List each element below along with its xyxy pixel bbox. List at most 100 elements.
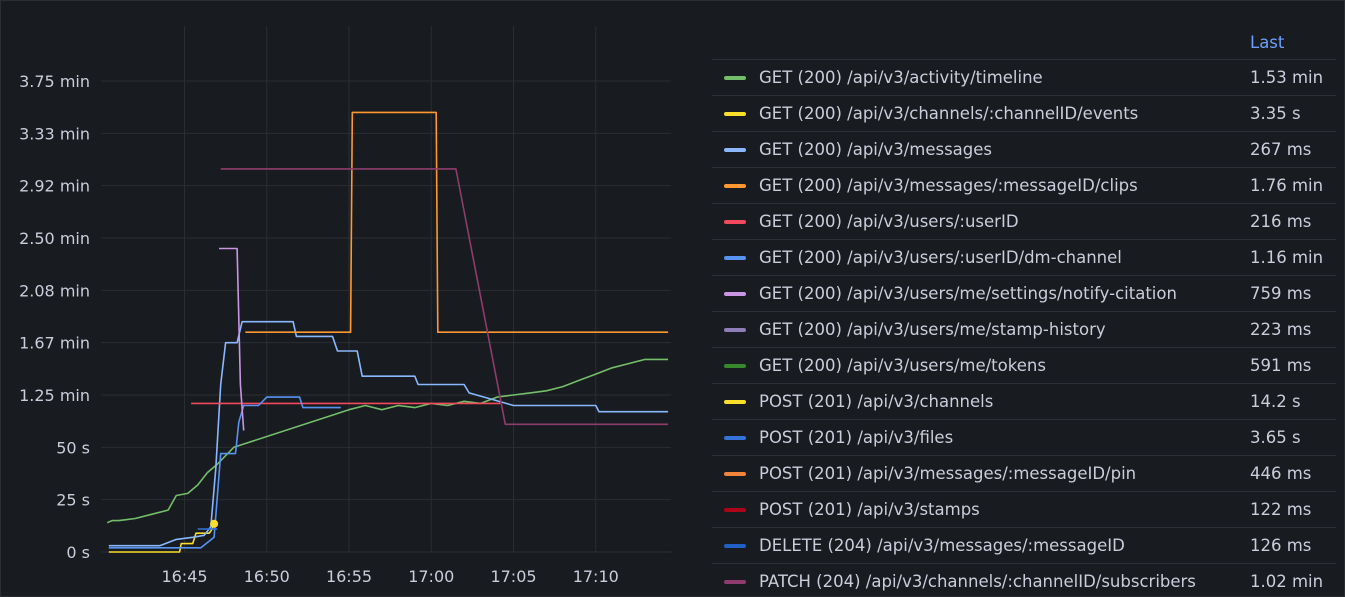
y-tick-label: 3.75 min	[19, 72, 90, 91]
series-line	[220, 168, 669, 426]
legend-series-cell: GET (200) /api/v3/users/me/tokens	[712, 347, 1236, 384]
legend-series-cell: GET (200) /api/v3/messages	[712, 131, 1236, 168]
legend-row[interactable]: POST (201) /api/v3/messages/:messageID/p…	[712, 455, 1336, 492]
legend-row[interactable]: POST (201) /api/v3/files 3.65 s	[712, 419, 1336, 456]
legend-last-value: 122 ms	[1236, 491, 1336, 528]
legend-row[interactable]: GET (200) /api/v3/messages/:messageID/cl…	[712, 167, 1336, 204]
series-point	[210, 519, 219, 528]
series-line	[245, 111, 669, 333]
legend-row[interactable]: PATCH (204) /api/v3/channels/:channelID/…	[712, 563, 1336, 596]
series-line	[108, 396, 341, 549]
legend-last-value: 14.2 s	[1236, 383, 1336, 420]
legend-swatch	[724, 363, 746, 368]
series-line	[106, 358, 669, 524]
legend-series-cell: POST (201) /api/v3/stamps	[712, 491, 1236, 528]
legend-series-cell: GET (200) /api/v3/users/:userID/dm-chann…	[712, 239, 1236, 276]
legend-swatch	[724, 327, 746, 332]
legend-last-value: 1.02 min	[1236, 563, 1336, 596]
legend-swatch	[724, 111, 746, 116]
y-tick-label: 2.50 min	[19, 229, 90, 248]
legend-swatch	[724, 579, 746, 584]
legend-swatch	[724, 255, 746, 260]
legend-row[interactable]: GET (200) /api/v3/users/me/tokens 591 ms	[712, 347, 1336, 384]
x-tick-label: 16:45	[161, 567, 207, 586]
legend-series-cell: POST (201) /api/v3/files	[712, 419, 1236, 456]
x-tick-label: 17:00	[408, 567, 454, 586]
legend-last-value: 216 ms	[1236, 203, 1336, 240]
legend-series-name: POST (201) /api/v3/files	[759, 428, 954, 447]
legend-series-name: GET (200) /api/v3/users/me/tokens	[759, 356, 1046, 375]
legend-series-cell: GET (200) /api/v3/messages/:messageID/cl…	[712, 167, 1236, 204]
legend-series-cell: DELETE (204) /api/v3/messages/:messageID	[712, 527, 1236, 564]
legend-swatch	[724, 399, 746, 404]
legend-row[interactable]: POST (201) /api/v3/channels 14.2 s	[712, 383, 1336, 420]
legend-series-cell: POST (201) /api/v3/channels	[712, 383, 1236, 420]
y-tick-label: 2.92 min	[19, 177, 90, 196]
series-line	[108, 524, 215, 553]
chart[interactable]: 0 s 25 s 50 s 1.25 min 1.67 min 2.08 min 2.50 …	[1, 1, 701, 597]
legend-row[interactable]: GET (200) /api/v3/channels/:channelID/ev…	[712, 95, 1336, 132]
legend-series-cell: GET (200) /api/v3/users/me/stamp-history	[712, 311, 1236, 348]
y-tick-label: 1.25 min	[19, 386, 90, 405]
legend-swatch	[724, 435, 746, 440]
legend-header-row: Last	[712, 25, 1336, 60]
legend-swatch	[724, 543, 746, 548]
legend-series-name: POST (201) /api/v3/stamps	[759, 500, 980, 519]
y-tick-label: 50 s	[56, 438, 90, 457]
legend-swatch	[724, 147, 746, 152]
legend-swatch	[724, 219, 746, 224]
y-tick-label: 0 s	[66, 543, 90, 562]
legend-swatch	[724, 75, 746, 80]
legend-row[interactable]: GET (200) /api/v3/users/:userID 216 ms	[712, 203, 1336, 240]
series-line	[219, 247, 245, 431]
legend-last-value: 759 ms	[1236, 275, 1336, 312]
legend-series-cell: GET (200) /api/v3/channels/:channelID/ev…	[712, 95, 1236, 132]
legend-row[interactable]: GET (200) /api/v3/messages 267 ms	[712, 131, 1336, 168]
legend-last-value: 267 ms	[1236, 131, 1336, 168]
legend-swatch	[724, 471, 746, 476]
legend-swatch	[724, 507, 746, 512]
legend-series-name: GET (200) /api/v3/channels/:channelID/ev…	[759, 104, 1139, 123]
legend-row[interactable]: GET (200) /api/v3/users/me/stamp-history…	[712, 311, 1336, 348]
legend-last-header[interactable]: Last	[1250, 32, 1285, 52]
legend-series-name: GET (200) /api/v3/messages/:messageID/cl…	[759, 176, 1138, 195]
x-tick-label: 16:50	[244, 567, 290, 586]
legend-last-value: 3.65 s	[1236, 419, 1336, 456]
legend-row[interactable]: GET (200) /api/v3/users/:userID/dm-chann…	[712, 239, 1336, 276]
legend-series-name: PATCH (204) /api/v3/channels/:channelID/…	[759, 572, 1196, 591]
x-tick-label: 16:55	[326, 567, 372, 586]
legend-series-cell: GET (200) /api/v3/users/:userID	[712, 203, 1236, 240]
legend-swatch	[724, 183, 746, 188]
legend-row[interactable]: GET (200) /api/v3/activity/timeline 1.53 …	[712, 59, 1336, 96]
legend-series-name: GET (200) /api/v3/users/:userID	[759, 212, 1019, 231]
legend-series-cell: POST (201) /api/v3/messages/:messageID/p…	[712, 455, 1236, 492]
legend-series-name: DELETE (204) /api/v3/messages/:messageID	[759, 536, 1125, 555]
legend-body: GET (200) /api/v3/activity/timeline 1.53 …	[712, 59, 1336, 596]
y-tick-label: 1.67 min	[19, 334, 90, 353]
x-tick-label: 17:05	[490, 567, 536, 586]
legend-series-name: POST (201) /api/v3/channels	[759, 392, 994, 411]
legend-last-value: 3.35 s	[1236, 95, 1336, 132]
legend-row[interactable]: DELETE (204) /api/v3/messages/:messageID…	[712, 527, 1336, 564]
series-line	[108, 320, 669, 547]
legend-series-name: GET (200) /api/v3/users/:userID/dm-chann…	[759, 248, 1122, 267]
x-tick-label: 17:10	[573, 567, 619, 586]
legend-swatch	[724, 291, 746, 296]
legend-last-value: 446 ms	[1236, 455, 1336, 492]
y-tick-label: 25 s	[56, 491, 90, 510]
legend-series-name: GET (200) /api/v3/activity/timeline	[759, 68, 1043, 87]
legend-series-name: GET (200) /api/v3/messages	[759, 140, 993, 159]
legend-series-name: GET (200) /api/v3/users/me/stamp-history	[759, 320, 1106, 339]
legend-last-value: 126 ms	[1236, 527, 1336, 564]
legend-table: Last GET (200) /api/v3/activity/timeline…	[712, 25, 1336, 596]
legend-name-header	[712, 25, 1236, 60]
legend-series-cell: GET (200) /api/v3/users/me/settings/noti…	[712, 275, 1236, 312]
legend-last-value: 1.53 min	[1236, 59, 1336, 96]
legend-last-value: 223 ms	[1236, 311, 1336, 348]
legend-row[interactable]: GET (200) /api/v3/users/me/settings/noti…	[712, 275, 1336, 312]
legend-last-value: 591 ms	[1236, 347, 1336, 384]
y-tick-label: 3.33 min	[19, 124, 90, 143]
legend-row[interactable]: POST (201) /api/v3/stamps 122 ms	[712, 491, 1336, 528]
legend-last-value: 1.76 min	[1236, 167, 1336, 204]
